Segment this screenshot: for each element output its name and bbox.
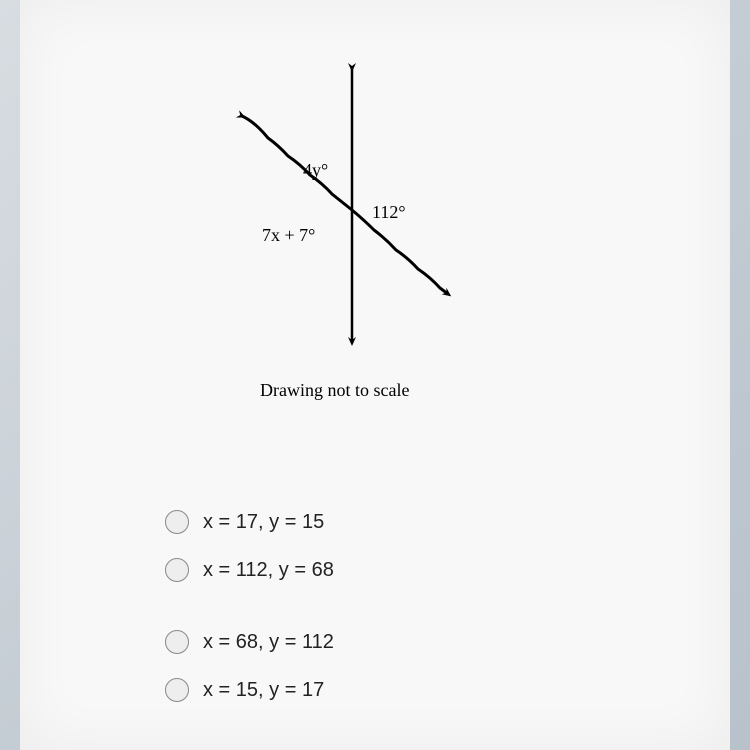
radio-icon[interactable]: [165, 678, 189, 702]
angle-label-7x: 7x + 7°: [262, 225, 315, 246]
answer-option-c[interactable]: x = 68, y = 112: [165, 630, 334, 654]
answer-option-b[interactable]: x = 112, y = 68: [165, 558, 334, 582]
radio-icon[interactable]: [165, 630, 189, 654]
radio-icon[interactable]: [165, 510, 189, 534]
angle-label-4y: 4y°: [303, 160, 328, 181]
option-label: x = 15, y = 17: [203, 679, 324, 702]
option-label: x = 68, y = 112: [203, 631, 334, 654]
radio-icon[interactable]: [165, 558, 189, 582]
intersecting-lines-diagram: 4y° 112° 7x + 7° Drawing not to scale: [160, 50, 480, 370]
option-label: x = 17, y = 15: [203, 511, 324, 534]
diagram-svg: [160, 50, 480, 370]
angle-label-112: 112°: [372, 202, 406, 223]
answer-options-list: x = 17, y = 15 x = 112, y = 68 x = 68, y…: [165, 510, 334, 726]
diagram-caption: Drawing not to scale: [260, 380, 409, 401]
paper-surface: 4y° 112° 7x + 7° Drawing not to scale x …: [20, 0, 730, 750]
answer-option-d[interactable]: x = 15, y = 17: [165, 678, 334, 702]
answer-option-a[interactable]: x = 17, y = 15: [165, 510, 334, 534]
option-label: x = 112, y = 68: [203, 559, 334, 582]
